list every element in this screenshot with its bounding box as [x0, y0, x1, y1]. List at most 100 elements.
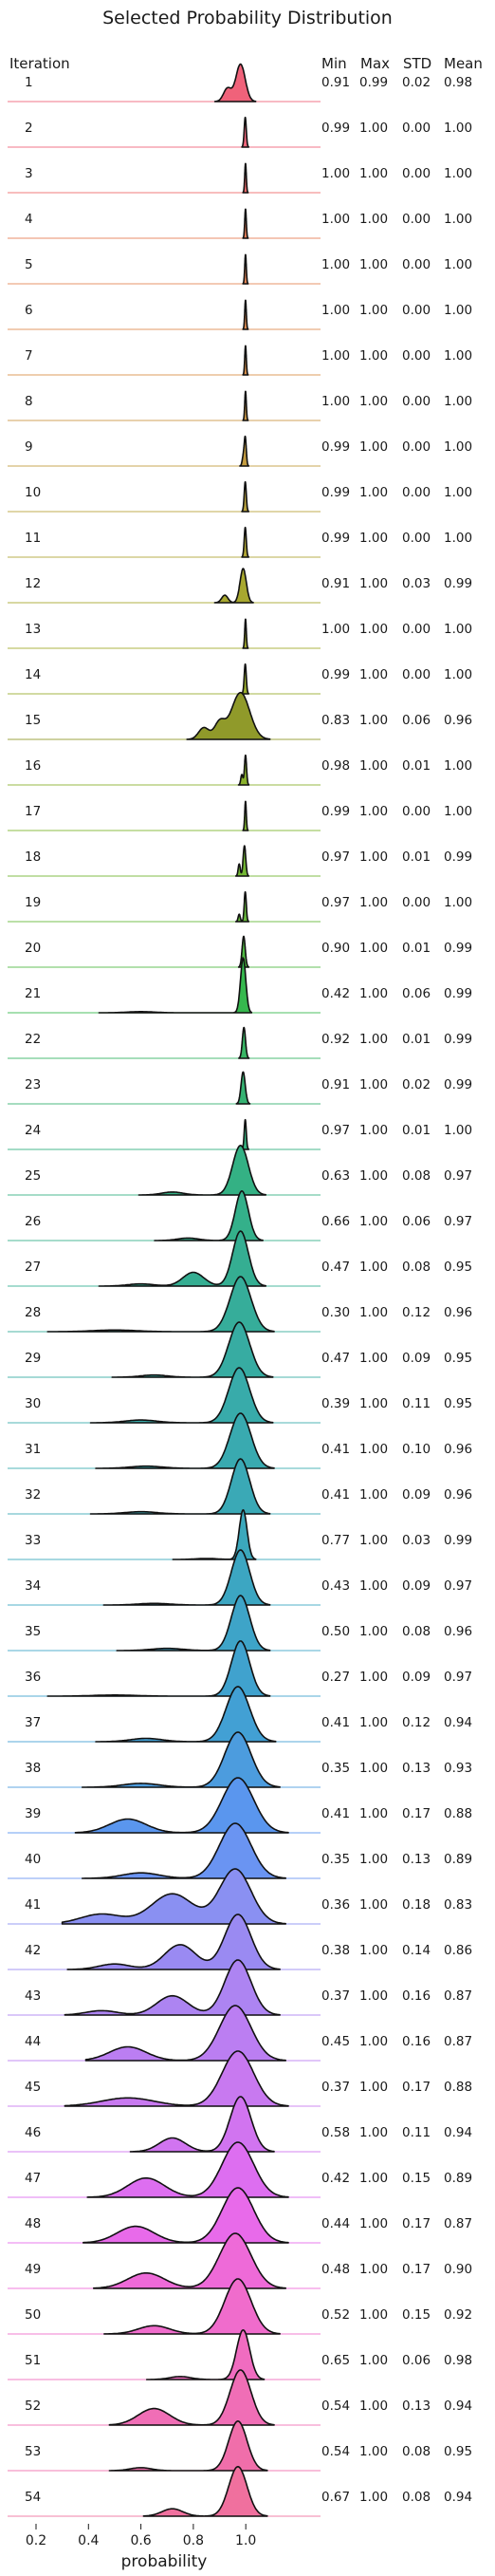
density-ridge [89, 1367, 274, 1424]
ridge-row: 42 0.38 1.00 0.14 0.86 [8, 1913, 472, 1970]
iteration-label: 18 [25, 849, 41, 865]
density-ridge [145, 2329, 266, 2380]
ridge-row: 40 0.35 1.00 0.13 0.89 [8, 1822, 472, 1879]
ridge-row: 47 0.42 1.00 0.15 0.89 [8, 2141, 472, 2198]
max-value: 1.00 [359, 1943, 388, 1958]
mean-value: 1.00 [444, 212, 472, 227]
density-ridge [81, 1731, 281, 1788]
max-value: 1.00 [359, 576, 388, 591]
mean-value: 0.96 [444, 1305, 472, 1320]
mean-value: 0.97 [444, 1168, 472, 1184]
iteration-label: 2 [25, 121, 33, 136]
max-value: 1.00 [359, 2444, 388, 2459]
density-ridge [242, 390, 249, 421]
density-ridge [242, 299, 249, 330]
iteration-label: 23 [25, 1077, 41, 1092]
max-value: 1.00 [359, 1032, 388, 1047]
iteration-label: 14 [25, 667, 41, 682]
min-value: 0.97 [321, 849, 350, 865]
std-value: 0.01 [402, 941, 431, 956]
min-value: 0.41 [321, 1442, 350, 1457]
iteration-label: 51 [25, 2353, 41, 2368]
mean-value: 1.00 [444, 348, 472, 364]
std-value: 0.00 [402, 121, 431, 136]
density-ridge [242, 800, 249, 831]
max-value: 1.00 [359, 622, 388, 637]
mean-value: 0.87 [444, 2034, 472, 2049]
std-value: 0.13 [402, 2399, 431, 2414]
ridge-row: 37 0.41 1.00 0.12 0.94 [8, 1686, 472, 1743]
iteration-label: 46 [25, 2125, 41, 2140]
max-value: 1.00 [359, 667, 388, 682]
max-value: 1.00 [359, 1761, 388, 1776]
iteration-label: 35 [25, 1624, 41, 1639]
ridge-row: 5 1.00 1.00 0.00 1.00 [8, 253, 472, 285]
max-value: 1.00 [359, 1260, 388, 1275]
std-value: 0.09 [402, 1578, 431, 1594]
mean-value: 1.00 [444, 804, 472, 819]
ridge-row: 9 0.99 1.00 0.00 1.00 [8, 435, 472, 467]
density-ridge [86, 2141, 289, 2198]
min-value: 1.00 [321, 394, 350, 409]
max-value: 1.00 [359, 1123, 388, 1138]
iteration-label: 28 [25, 1305, 41, 1320]
density-ridge [84, 2005, 286, 2062]
std-value: 0.06 [402, 1214, 431, 1229]
max-value: 1.00 [359, 895, 388, 910]
max-value: 1.00 [359, 1715, 388, 1730]
max-value: 1.00 [359, 439, 388, 455]
std-value: 0.08 [402, 1260, 431, 1275]
min-value: 0.77 [321, 1533, 350, 1548]
density-ridge [89, 1458, 271, 1515]
mean-value: 1.00 [444, 758, 472, 774]
min-value: 0.39 [321, 1396, 350, 1411]
max-value: 1.00 [359, 758, 388, 774]
chart-title: Selected Probability Distribution [102, 8, 393, 28]
ridge-row: 11 0.99 1.00 0.00 1.00 [8, 526, 472, 558]
density-ridge [108, 2420, 268, 2472]
x-tick-label: 0.2 [26, 2533, 46, 2548]
std-value: 0.01 [402, 758, 431, 774]
min-value: 0.91 [321, 75, 350, 90]
std-value: 0.08 [402, 1624, 431, 1639]
mean-value: 1.00 [444, 622, 472, 637]
max-value: 1.00 [359, 2080, 388, 2095]
std-value: 0.00 [402, 531, 431, 546]
header-min: Min [321, 55, 347, 72]
ridge-row: 6 1.00 1.00 0.00 1.00 [8, 299, 472, 330]
std-value: 0.06 [402, 713, 431, 728]
x-axis-label: probability [121, 2552, 208, 2571]
iteration-label: 7 [25, 348, 33, 364]
mean-value: 0.98 [444, 75, 472, 90]
min-value: 0.48 [321, 2262, 350, 2277]
std-value: 0.03 [402, 1533, 431, 1548]
density-ridge [241, 663, 249, 695]
max-value: 1.00 [359, 1168, 388, 1184]
iteration-label: 36 [25, 1670, 41, 1685]
density-ridge [111, 1321, 274, 1378]
ridge-row: 36 0.27 1.00 0.09 0.97 [8, 1640, 472, 1697]
mean-value: 0.99 [444, 1077, 472, 1092]
max-value: 1.00 [359, 849, 388, 865]
max-value: 1.00 [359, 1442, 388, 1457]
mean-value: 0.95 [444, 1351, 472, 1366]
density-ridge [154, 1190, 264, 1241]
ridges-group: 1 0.91 0.99 0.02 0.982 0.99 1.00 0.00 1.003 1.00 1… [8, 63, 472, 2517]
mean-value: 0.95 [444, 2444, 472, 2459]
mean-value: 0.95 [444, 1396, 472, 1411]
min-value: 0.43 [321, 1578, 350, 1594]
ridge-row: 12 0.91 1.00 0.03 0.99 [8, 568, 472, 604]
min-value: 0.91 [321, 576, 350, 591]
max-value: 1.00 [359, 2490, 388, 2505]
ridge-row: 29 0.47 1.00 0.09 0.95 [8, 1321, 472, 1378]
density-ridge [98, 1230, 266, 1287]
ridge-row: 14 0.99 1.00 0.00 1.00 [8, 663, 472, 695]
iteration-label: 33 [25, 1533, 41, 1548]
iteration-label: 53 [25, 2444, 41, 2459]
mean-value: 0.96 [444, 1624, 472, 1639]
min-value: 0.65 [321, 2353, 350, 2368]
iteration-label: 8 [25, 394, 33, 409]
min-value: 1.00 [321, 348, 350, 364]
max-value: 1.00 [359, 212, 388, 227]
ridge-row: 32 0.41 1.00 0.09 0.96 [8, 1458, 472, 1515]
